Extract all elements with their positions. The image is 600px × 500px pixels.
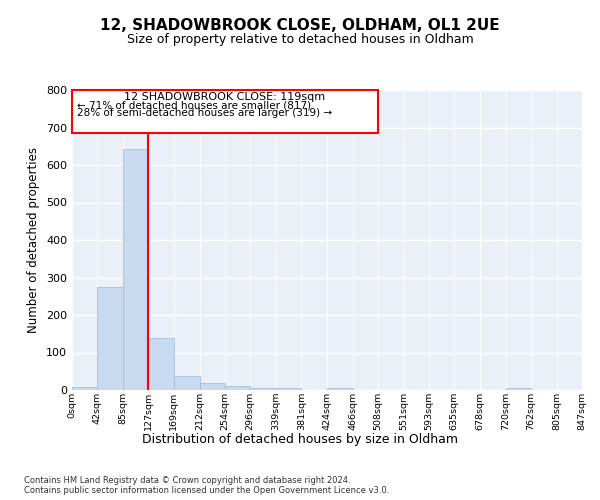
Text: Contains HM Land Registry data © Crown copyright and database right 2024.
Contai: Contains HM Land Registry data © Crown c…: [24, 476, 389, 495]
Bar: [148, 338, 174, 390]
Bar: [200, 382, 225, 390]
Text: Size of property relative to detached houses in Oldham: Size of property relative to detached ho…: [127, 32, 473, 46]
Bar: [174, 376, 200, 390]
Text: 12 SHADOWBROOK CLOSE: 119sqm: 12 SHADOWBROOK CLOSE: 119sqm: [124, 92, 326, 102]
Y-axis label: Number of detached properties: Number of detached properties: [28, 147, 40, 333]
Bar: [225, 386, 250, 390]
Text: ← 71% of detached houses are smaller (817): ← 71% of detached houses are smaller (81…: [77, 100, 311, 110]
Bar: [123, 149, 148, 390]
Text: 12, SHADOWBROOK CLOSE, OLDHAM, OL1 2UE: 12, SHADOWBROOK CLOSE, OLDHAM, OL1 2UE: [100, 18, 500, 32]
FancyBboxPatch shape: [72, 90, 378, 133]
Bar: [97, 287, 123, 390]
Bar: [506, 388, 531, 390]
Bar: [276, 388, 301, 390]
Bar: [328, 388, 353, 390]
Bar: [250, 388, 276, 390]
Text: 28% of semi-detached houses are larger (319) →: 28% of semi-detached houses are larger (…: [77, 108, 332, 118]
Text: Distribution of detached houses by size in Oldham: Distribution of detached houses by size …: [142, 432, 458, 446]
Bar: [72, 387, 97, 390]
